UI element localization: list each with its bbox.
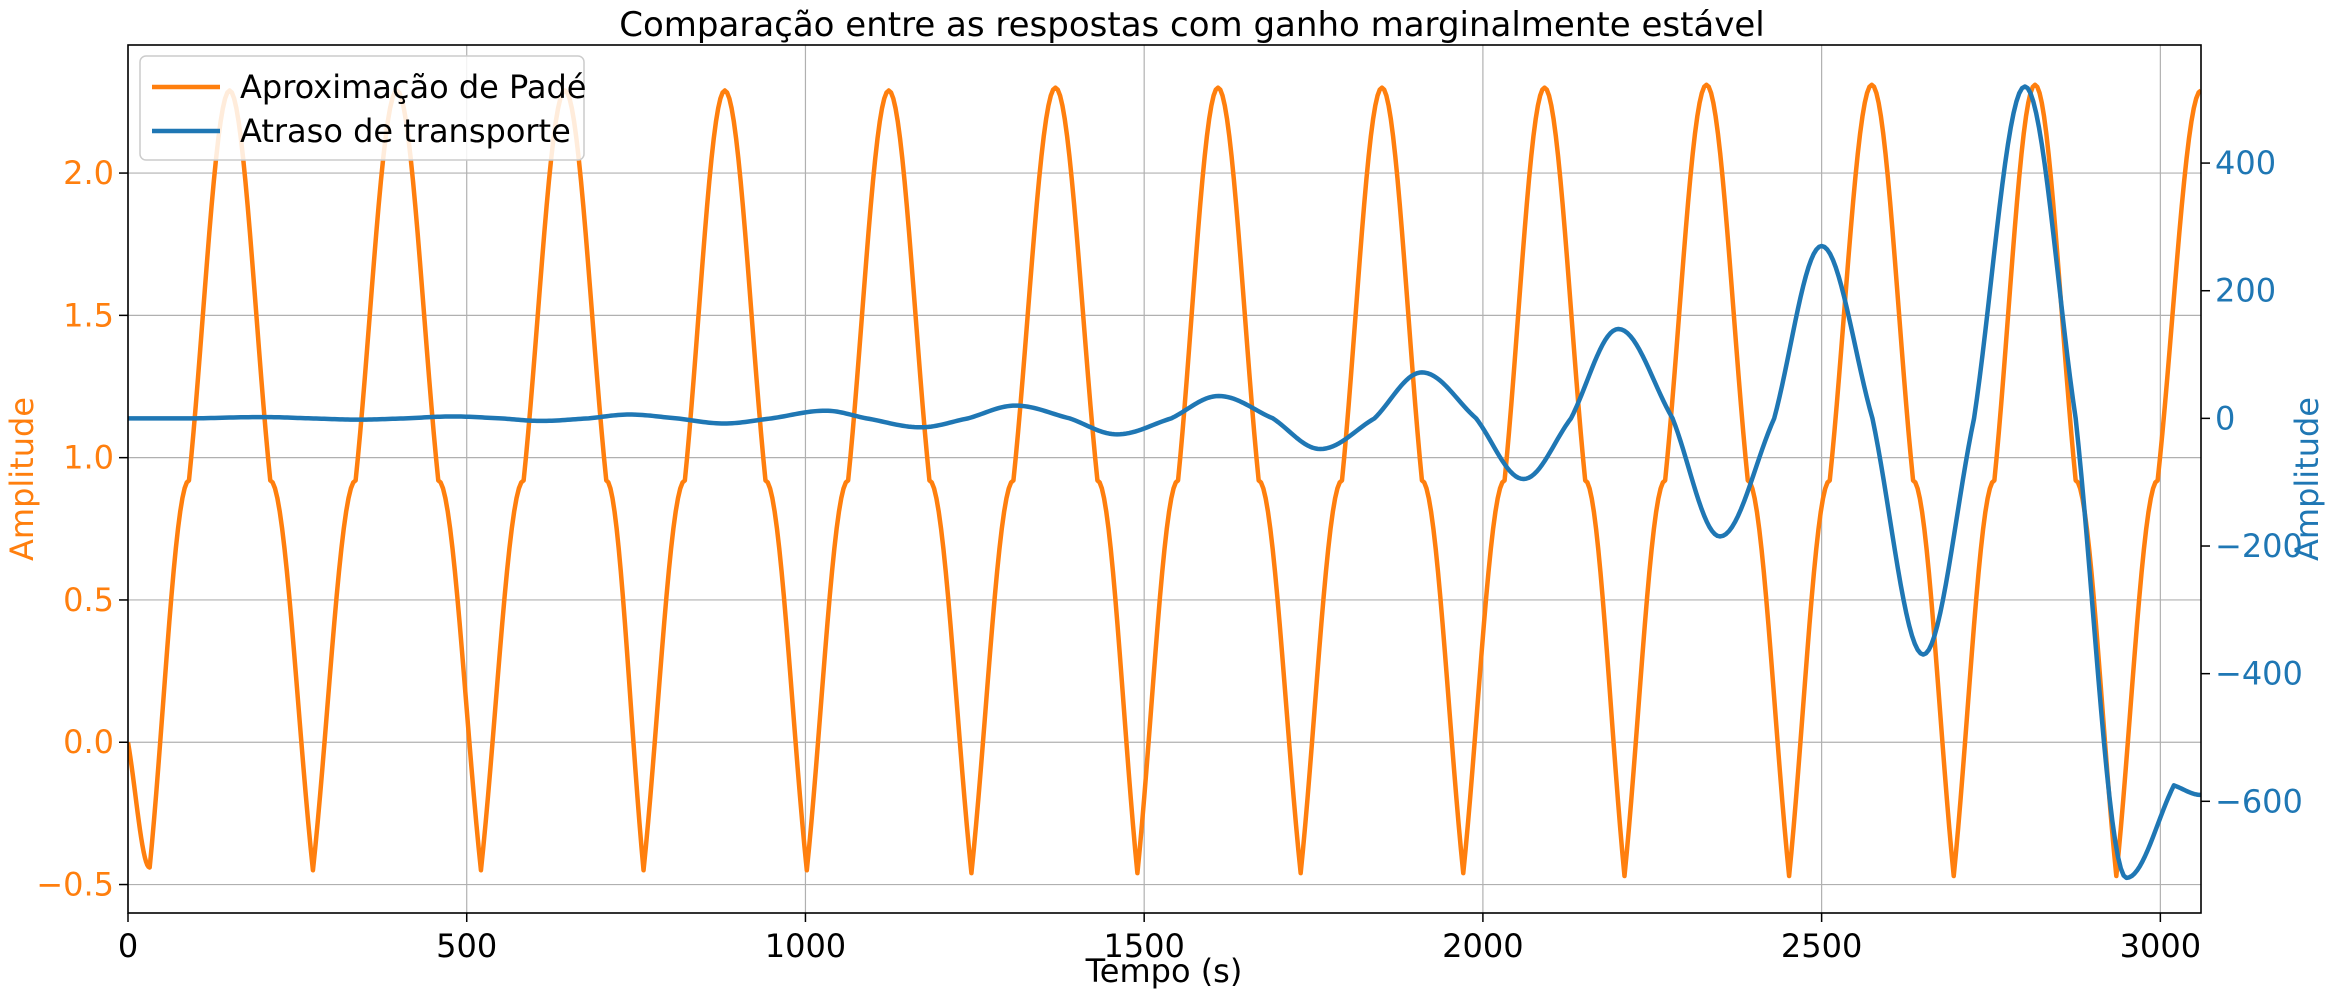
y-left-tick-label: 0.0 — [63, 723, 114, 761]
grid — [127, 45, 2201, 913]
x-tick-label: 3000 — [2120, 927, 2201, 965]
series-line-pade — [128, 82, 2201, 879]
y-right-tick-label: 400 — [2215, 144, 2276, 182]
y-right-axis-title: Amplitude — [2288, 397, 2326, 561]
y-right-ticks: −600 −400 −200 0 200 400 — [2201, 144, 2303, 820]
y-left-tick-label: 1.0 — [63, 439, 114, 477]
x-tick-label: 0 — [118, 927, 138, 965]
y-left-axis-title: Amplitude — [3, 397, 41, 561]
y-right-tick-label: 0 — [2215, 399, 2235, 437]
x-tick-label: 2500 — [1781, 927, 1862, 965]
plot-frame — [127, 44, 2202, 914]
chart-title: Comparação entre as respostas com ganho … — [619, 5, 1764, 45]
y-left-tick-label: 0.5 — [63, 581, 114, 619]
x-tick-label: 1000 — [765, 927, 846, 965]
y-right-tick-label: −600 — [2215, 782, 2303, 820]
series-line-atraso — [128, 84, 2201, 881]
y-left-tick-label: 1.5 — [63, 296, 114, 334]
legend-label-pade: Aproximação de Padé — [240, 68, 586, 106]
legend: Aproximação de Padé Atraso de transporte — [139, 55, 586, 161]
y-left-ticks: −0.5 0.0 0.5 1.0 1.5 2.0 — [36, 154, 128, 904]
x-tick-label: 1500 — [1103, 927, 1184, 965]
series-layer — [128, 82, 2201, 881]
legend-label-atraso: Atraso de transporte — [240, 112, 571, 150]
x-tick-label: 500 — [436, 927, 497, 965]
y-right-tick-label: 200 — [2215, 272, 2276, 310]
y-right-tick-label: −400 — [2215, 655, 2303, 693]
x-ticks: 0 500 1000 1500 2000 2500 3000 — [118, 913, 2201, 965]
y-left-tick-label: −0.5 — [36, 866, 114, 904]
x-axis-title: Tempo (s) — [1085, 952, 1243, 990]
y-right-tick-label: −200 — [2215, 527, 2303, 565]
legend-box — [139, 55, 585, 161]
x-tick-label: 2000 — [1442, 927, 1523, 965]
y-left-tick-label: 2.0 — [63, 154, 114, 192]
